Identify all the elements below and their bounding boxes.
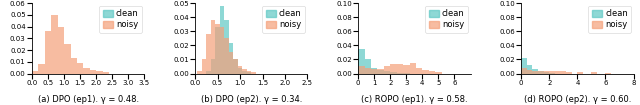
Bar bbox=[538, 71, 543, 74]
Bar bbox=[211, 20, 215, 73]
Bar bbox=[365, 68, 371, 73]
Bar bbox=[521, 68, 527, 73]
Bar bbox=[238, 66, 243, 74]
Bar bbox=[384, 66, 390, 74]
Bar bbox=[228, 43, 234, 74]
Bar bbox=[390, 72, 397, 74]
Bar bbox=[38, 64, 45, 74]
Bar bbox=[549, 71, 555, 74]
Bar bbox=[90, 70, 96, 74]
Bar bbox=[228, 52, 234, 74]
Bar bbox=[206, 71, 211, 74]
Bar bbox=[549, 73, 555, 74]
Text: (d) ROPO (ep2). γ = 0.60.: (d) ROPO (ep2). γ = 0.60. bbox=[524, 95, 631, 104]
Bar bbox=[527, 65, 532, 73]
Bar bbox=[397, 73, 403, 74]
Bar bbox=[538, 71, 543, 74]
Bar bbox=[197, 71, 202, 74]
Bar bbox=[429, 71, 435, 74]
Bar bbox=[247, 71, 252, 74]
Bar bbox=[371, 69, 378, 73]
Bar bbox=[238, 68, 243, 73]
Bar bbox=[561, 71, 566, 74]
Bar bbox=[416, 68, 422, 73]
Bar bbox=[384, 71, 390, 74]
Bar bbox=[45, 31, 51, 74]
Bar bbox=[555, 71, 561, 74]
Bar bbox=[206, 34, 211, 74]
Text: (c) ROPO (ep1). γ = 0.58.: (c) ROPO (ep1). γ = 0.58. bbox=[361, 95, 468, 104]
Bar bbox=[224, 20, 228, 73]
Bar bbox=[234, 59, 238, 74]
Bar bbox=[252, 72, 256, 74]
Bar bbox=[403, 73, 410, 74]
Bar bbox=[605, 73, 611, 74]
Bar bbox=[527, 70, 532, 74]
Bar bbox=[521, 58, 527, 74]
Bar bbox=[215, 27, 220, 74]
Bar bbox=[403, 65, 410, 73]
Bar bbox=[77, 63, 83, 74]
Bar bbox=[243, 69, 247, 73]
Bar bbox=[224, 38, 228, 74]
Bar bbox=[247, 72, 252, 74]
Bar bbox=[365, 59, 371, 74]
Bar bbox=[566, 72, 572, 74]
Bar bbox=[358, 66, 365, 74]
Bar bbox=[422, 70, 429, 74]
Bar bbox=[215, 24, 220, 74]
Bar bbox=[390, 64, 397, 73]
Bar bbox=[102, 72, 109, 74]
Bar bbox=[83, 68, 90, 74]
Bar bbox=[220, 6, 224, 73]
Text: (a) DPO (ep1). γ = 0.48.: (a) DPO (ep1). γ = 0.48. bbox=[38, 95, 139, 104]
Legend: clean, noisy: clean, noisy bbox=[99, 6, 142, 33]
Bar bbox=[532, 71, 538, 74]
Bar bbox=[234, 59, 238, 74]
Bar bbox=[378, 69, 384, 73]
Bar bbox=[371, 68, 378, 73]
Bar bbox=[410, 63, 416, 74]
Bar bbox=[378, 70, 384, 74]
Bar bbox=[243, 71, 247, 74]
Bar bbox=[96, 71, 102, 74]
Bar bbox=[577, 72, 583, 74]
Bar bbox=[532, 69, 538, 73]
Bar bbox=[543, 71, 549, 74]
Bar bbox=[543, 72, 549, 74]
Bar bbox=[397, 64, 403, 73]
Bar bbox=[435, 72, 442, 74]
Bar bbox=[211, 59, 215, 74]
Bar bbox=[591, 72, 597, 74]
Bar bbox=[32, 71, 38, 74]
Bar bbox=[64, 44, 70, 74]
Bar bbox=[51, 15, 58, 74]
Legend: clean, noisy: clean, noisy bbox=[262, 6, 305, 33]
Legend: clean, noisy: clean, noisy bbox=[588, 6, 631, 33]
Text: (b) DPO (ep2). γ = 0.34.: (b) DPO (ep2). γ = 0.34. bbox=[200, 95, 302, 104]
Bar bbox=[358, 49, 365, 74]
Bar bbox=[70, 58, 77, 74]
Bar bbox=[220, 27, 224, 74]
Legend: clean, noisy: clean, noisy bbox=[426, 6, 468, 33]
Bar bbox=[202, 59, 206, 74]
Bar bbox=[58, 27, 64, 74]
